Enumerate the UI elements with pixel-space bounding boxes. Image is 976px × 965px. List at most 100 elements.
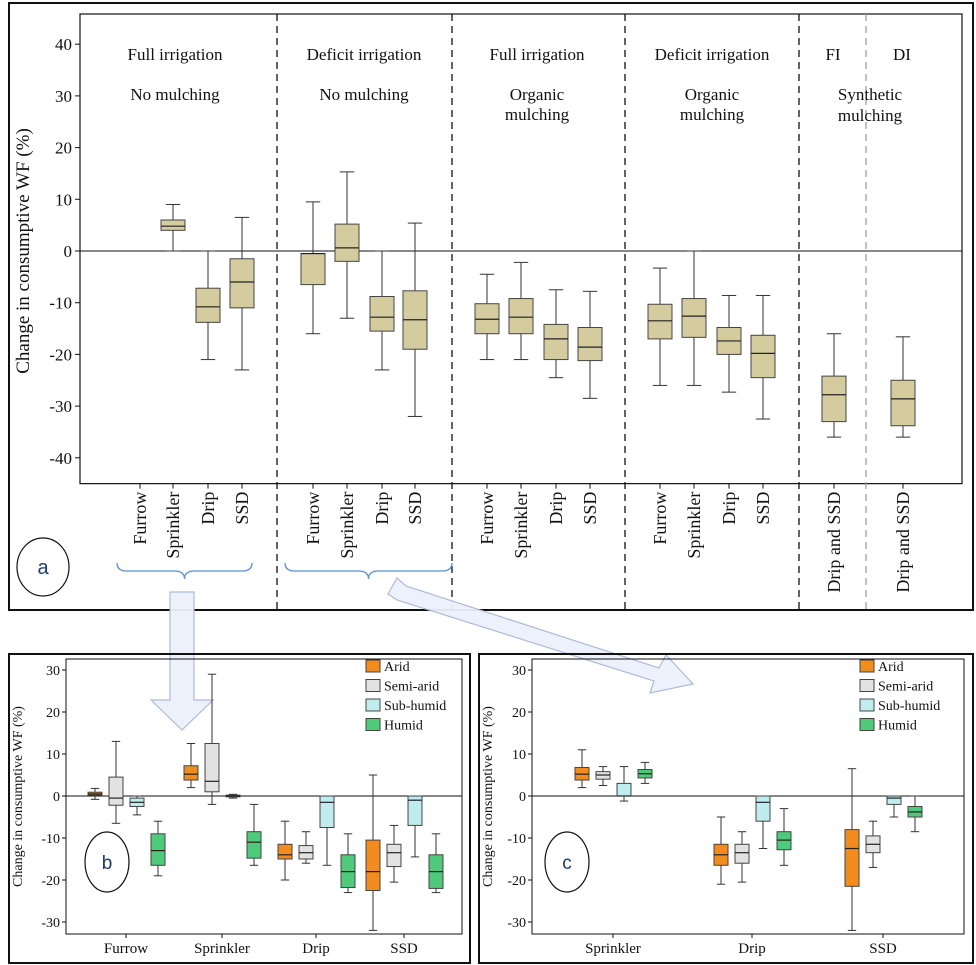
x-tick-label: Sprinkler — [194, 941, 250, 957]
panel-b: -30 -20 -10 0 10 20 30 Change in consumptive WF… — [8, 653, 471, 964]
panel-b-frame — [8, 653, 471, 964]
box-arid-sprinkler — [574, 749, 590, 789]
box-iqr — [300, 253, 326, 286]
group-title: Full irrigation — [128, 45, 223, 64]
box-humid-drip — [776, 808, 792, 866]
panel-c-frame — [478, 653, 974, 964]
box-semi-arid-drip — [298, 831, 314, 864]
arrow-to-panel-b — [149, 591, 215, 731]
box-drip — [716, 294, 742, 393]
y-tick-label: 30 — [512, 664, 526, 679]
y-tick-label: -10 — [507, 832, 526, 847]
box-iqr — [890, 379, 916, 427]
group-subtitle: Synthetic — [838, 85, 903, 104]
legend-label: Sub-humid — [384, 699, 446, 714]
x-tick-label: Drip — [372, 492, 392, 525]
group-title: Full irrigation — [490, 45, 585, 64]
box-iqr — [776, 831, 792, 851]
box-sub-humid-drip — [755, 795, 771, 849]
group-subtitle: mulching — [838, 106, 903, 125]
legend-label: Semi-arid — [384, 680, 439, 695]
box-humid-ssd — [907, 795, 923, 833]
x-tick-label: Sprinkler — [337, 492, 357, 559]
y-axis-label: Change in consumptive WF (%) — [481, 706, 496, 887]
box-arid-sprinkler — [183, 743, 199, 789]
group-subtitle: Organic — [510, 85, 565, 104]
legend-swatch-semi-arid — [365, 679, 381, 692]
y-tick-label: 0 — [64, 242, 73, 261]
box-humid-ssd — [428, 833, 444, 894]
panel-label: b — [102, 853, 113, 874]
box-iqr — [577, 327, 603, 362]
x-tick-label: Drip and SSD — [824, 492, 844, 593]
box-sub-humid-ssd — [886, 795, 902, 818]
y-tick-label: 40 — [55, 35, 72, 54]
box-iqr — [681, 298, 707, 338]
y-axis-label: Change in consumptive WF (%) — [13, 128, 34, 374]
box-semi-arid-ssd — [386, 824, 402, 883]
x-tick-label: SSD — [869, 941, 897, 957]
y-tick-label: -20 — [507, 874, 526, 889]
y-tick-label: 20 — [55, 139, 72, 158]
box-iqr — [886, 795, 902, 805]
group-subtitle: No mulching — [130, 85, 220, 104]
box-humid-drip — [340, 833, 356, 894]
box-iqr — [750, 334, 776, 379]
x-tick-label: Furrow — [130, 492, 150, 545]
box-iqr — [365, 839, 381, 891]
legend-swatch-humid — [365, 718, 381, 731]
x-tick-label: Drip — [546, 492, 566, 525]
legend-swatch-semi-arid — [859, 679, 875, 692]
panel-label-circle — [16, 537, 70, 597]
box-iqr — [821, 375, 847, 423]
arrow-to-panel-c — [387, 577, 695, 694]
x-tick-label: Furrow — [303, 492, 323, 545]
legend-swatch-humid — [859, 718, 875, 731]
box-drip — [543, 289, 569, 379]
box-furrow — [647, 267, 673, 386]
y-tick-label: 0 — [53, 790, 60, 805]
x-tick-label: Sprinkler — [511, 492, 531, 559]
box-humid-sprinkler — [246, 803, 262, 866]
box-semi-arid-sprinkler — [595, 766, 611, 786]
panel-a: -40 -30 -20 -10 0 10 20 30 40 Change in consumpti… — [8, 2, 974, 611]
legend-swatch-arid — [365, 659, 381, 673]
x-tick-label: Drip — [719, 492, 739, 525]
box-sub-humid-drip — [319, 795, 335, 866]
y-tick-label: -30 — [507, 916, 526, 931]
box-drip — [195, 250, 221, 361]
box-iqr — [246, 831, 262, 859]
group-subtitle: mulching — [505, 105, 570, 124]
box-iqr — [508, 298, 534, 335]
box-sprinkler — [160, 203, 186, 252]
x-tick-label: Drip — [302, 941, 330, 957]
group-subtitle: Organic — [685, 85, 740, 104]
x-tick-label: SSD — [390, 941, 418, 957]
box-iqr — [369, 295, 395, 332]
box-drip-and-ssd — [890, 336, 916, 438]
y-tick-label: 20 — [46, 706, 60, 721]
y-tick-label: 10 — [512, 748, 526, 763]
box-semi-arid-sprinkler — [204, 673, 220, 805]
box-semi-arid-furrow — [108, 740, 124, 824]
box-ssd — [750, 294, 776, 420]
box-iqr — [734, 843, 750, 864]
panel-label: c — [562, 853, 572, 874]
y-axis-label: Change in consumptive WF (%) — [11, 706, 26, 887]
x-tick-label: SSD — [232, 492, 252, 525]
panel-label-circle — [544, 831, 590, 893]
x-tick-label: Sprinkler — [585, 941, 641, 957]
box-semi-arid-drip — [734, 831, 750, 883]
x-tick-label: Drip and SSD — [893, 492, 913, 593]
x-tick-label: SSD — [580, 492, 600, 525]
box-iqr — [108, 776, 124, 806]
y-tick-label: 0 — [519, 790, 526, 805]
box-iqr — [647, 303, 673, 340]
x-tick-label: Furrow — [650, 492, 670, 545]
y-tick-label: -40 — [49, 449, 72, 468]
legend-label: Sub-humid — [878, 699, 940, 714]
legend-swatch-sub-humid — [365, 698, 381, 712]
box-iqr — [319, 795, 335, 828]
legend-label: Arid — [384, 660, 410, 675]
group-brace — [284, 562, 453, 580]
